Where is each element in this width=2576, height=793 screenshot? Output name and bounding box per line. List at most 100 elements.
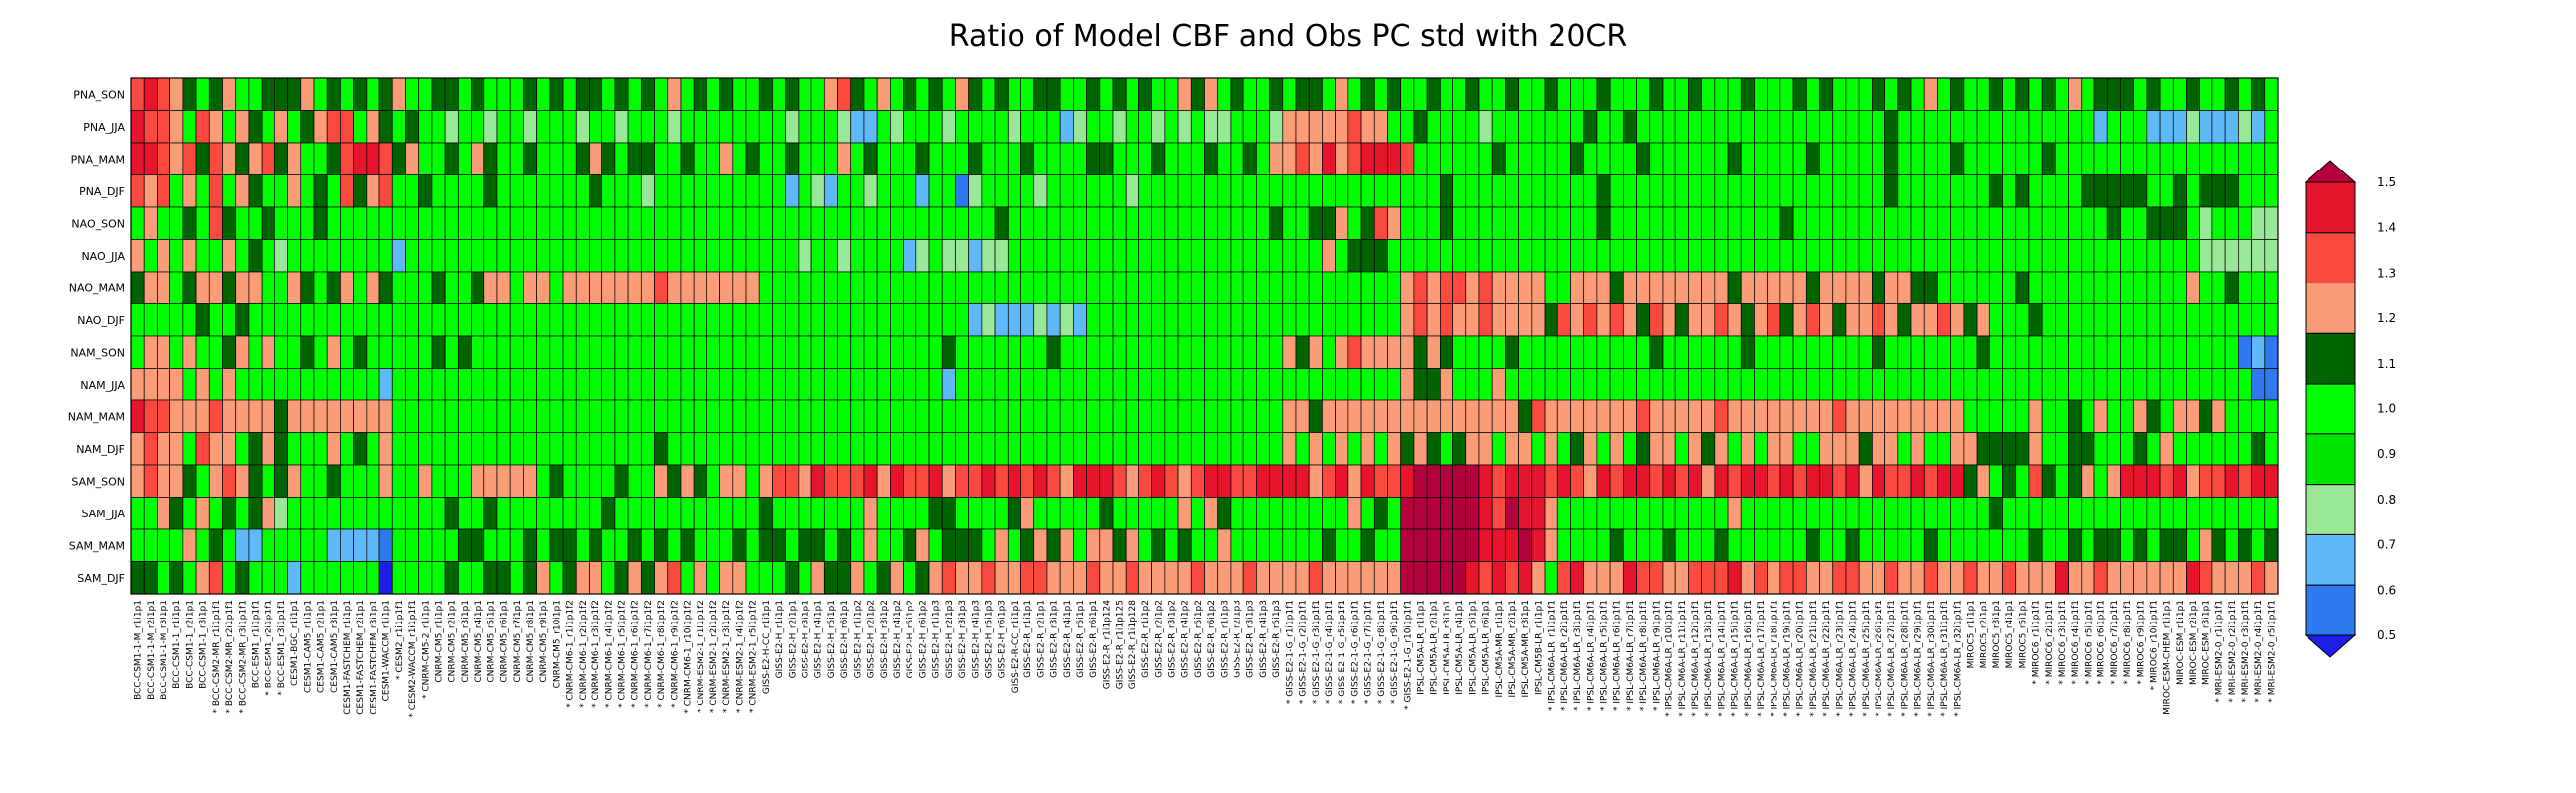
heatmap-cell	[994, 561, 1009, 595]
heatmap-cell	[1242, 239, 1257, 273]
heatmap-cell	[2106, 432, 2121, 466]
heatmap-cell	[928, 303, 943, 337]
column-label: GISS-E2-R_r3i1p2	[1168, 600, 1178, 678]
heatmap-cell	[1910, 335, 1925, 369]
heatmap-cell	[680, 335, 695, 369]
heatmap-cell	[1518, 432, 1533, 466]
heatmap-cell	[1190, 77, 1205, 111]
heatmap-cell	[850, 464, 865, 498]
heatmap-cell	[1636, 303, 1651, 337]
column-label: * IPSL-CM6A-LR_r14i1p1f1	[1717, 600, 1727, 717]
heatmap-cell	[1714, 271, 1729, 304]
heatmap-cell	[654, 206, 669, 240]
heatmap-cell	[798, 497, 812, 530]
heatmap-cell	[1138, 399, 1152, 433]
heatmap-cell	[300, 399, 315, 433]
column-label: * CNRM-CM6-1_r1i1p1f2	[566, 600, 576, 708]
heatmap-cell	[2211, 271, 2226, 304]
heatmap-cell	[1884, 142, 1899, 175]
heatmap-cell	[1596, 142, 1611, 175]
heatmap-cell	[928, 77, 943, 111]
heatmap-cell	[1387, 303, 1402, 337]
heatmap-cell	[863, 432, 878, 466]
heatmap-cell	[208, 142, 223, 175]
heatmap-cell	[222, 271, 237, 304]
heatmap-cell	[2120, 110, 2134, 144]
heatmap-cell	[378, 77, 393, 111]
heatmap-cell	[1335, 303, 1349, 337]
heatmap-cell	[915, 142, 930, 175]
heatmap-cell	[1544, 464, 1558, 498]
heatmap-cell	[1387, 432, 1402, 466]
heatmap-cell	[444, 239, 459, 273]
row-labels: PNA_SONPNA_JJAPNA_MAMPNA_DJFNAO_SONNAO_J…	[68, 88, 126, 584]
heatmap-cell	[667, 271, 682, 304]
heatmap-cell	[680, 110, 695, 144]
heatmap-cell	[1884, 464, 1899, 498]
heatmap-cell	[235, 239, 250, 273]
heatmap-cell	[1190, 110, 1205, 144]
heatmap-cell	[1950, 303, 1965, 337]
heatmap-cell	[235, 528, 250, 562]
heatmap-cell	[719, 77, 734, 111]
heatmap-cell	[955, 77, 970, 111]
heatmap-cell	[326, 497, 341, 530]
heatmap-cell	[640, 528, 655, 562]
heatmap-cell	[1413, 561, 1428, 595]
heatmap-cell	[1373, 528, 1388, 562]
heatmap-cell	[391, 206, 406, 240]
heatmap-cell	[2120, 432, 2134, 466]
heatmap-cell	[2002, 335, 2017, 369]
column-label: GISS-E2-H_r6i1p1	[840, 600, 850, 678]
heatmap-cell	[1387, 77, 1402, 111]
heatmap-cell	[300, 142, 315, 175]
heatmap-cell	[1518, 77, 1533, 111]
heatmap-cell	[2199, 142, 2213, 175]
heatmap-cell	[1125, 303, 1139, 337]
heatmap-cell	[2120, 335, 2134, 369]
heatmap-cell	[2041, 303, 2056, 337]
heatmap-cell	[248, 528, 263, 562]
column-label: CNRM-CM5_r2i1p1	[448, 600, 458, 683]
heatmap-cell	[1452, 432, 1467, 466]
heatmap-cell	[2081, 110, 2095, 144]
heatmap-cell	[1950, 110, 1965, 144]
heatmap-cell	[444, 206, 459, 240]
heatmap-cell	[1923, 174, 1938, 208]
heatmap-cell	[2172, 432, 2187, 466]
heatmap-cell	[2028, 77, 2043, 111]
heatmap-cell	[1662, 239, 1676, 273]
heatmap-cell	[483, 142, 498, 175]
heatmap-cell	[955, 206, 970, 240]
column-label: * BCC-ESM1_r2i1p1f1	[265, 600, 274, 696]
heatmap-cell	[1347, 174, 1362, 208]
heatmap-cell	[1073, 497, 1087, 530]
heatmap-cell	[1478, 174, 1493, 208]
heatmap-cell	[1779, 271, 1794, 304]
column-label: GISS-E2-H_r5i1p1	[827, 600, 837, 678]
heatmap-cell	[1335, 335, 1349, 369]
heatmap-cell	[2224, 528, 2239, 562]
heatmap-cell	[248, 399, 263, 433]
heatmap-cell	[1322, 142, 1336, 175]
heatmap-cell	[1335, 206, 1349, 240]
heatmap-cell	[1950, 399, 1965, 433]
heatmap-cell	[549, 271, 564, 304]
heatmap-cell	[1963, 335, 1978, 369]
heatmap-cell	[2159, 271, 2174, 304]
heatmap-cell	[1963, 206, 1978, 240]
heatmap-cell	[483, 303, 498, 337]
heatmap-cell	[2068, 110, 2083, 144]
heatmap-cell	[2199, 206, 2213, 240]
heatmap-cell	[2146, 206, 2161, 240]
heatmap-cell	[2002, 464, 2017, 498]
heatmap-cell	[785, 464, 800, 498]
heatmap-cell	[248, 239, 263, 273]
heatmap-cell	[2172, 335, 2187, 369]
heatmap-cell	[745, 528, 760, 562]
column-label: * BCC-CSM2-MR_r3i1p1f1	[238, 600, 248, 713]
heatmap-cell	[366, 303, 380, 337]
heatmap-cell	[1190, 432, 1205, 466]
column-label: CNRM-CM5_r5i1p1	[486, 600, 496, 683]
heatmap-cell	[614, 432, 629, 466]
